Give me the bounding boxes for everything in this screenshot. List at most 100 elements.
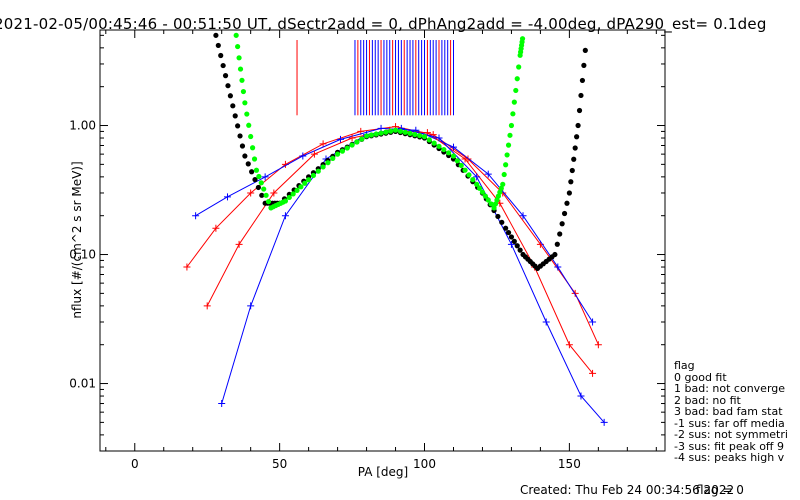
fit-curve-green-dot: [462, 167, 468, 173]
fit-curve-black-dot: [568, 179, 574, 185]
fit-curve-green-dot: [240, 88, 247, 95]
series-line-3: [206, 129, 593, 374]
fit-curve-green-dot: [402, 129, 408, 135]
fit-curve-green-dot: [242, 100, 248, 106]
fit-curve-green-dot: [282, 198, 289, 204]
legend-item: -4 sus: peaks high v: [674, 451, 785, 464]
fit-curve-green-dot: [513, 87, 519, 94]
created-timestamp: Created: Thu Feb 24 00:34:56 2022: [520, 483, 735, 497]
fit-curve-black-dot: [495, 213, 501, 220]
fit-curve-black-dot: [511, 238, 517, 244]
legend-item: -1 sus: far off media: [674, 416, 785, 430]
series-point-marker: [203, 302, 211, 310]
fit-curve-green-dot: [325, 160, 331, 166]
series-point-marker: [435, 134, 443, 142]
fit-curve-green-dot: [485, 197, 491, 203]
fit-curve-green-dot: [441, 146, 447, 153]
series-point-marker: [192, 212, 200, 220]
series-point-marker: [600, 418, 608, 426]
fit-curve-green-dot: [349, 142, 355, 148]
fit-curve-green-dot: [508, 122, 515, 129]
legend-item: 2 bad: no fit: [674, 393, 741, 407]
fit-curve-black-dot: [245, 161, 251, 167]
fit-curve-green-dot: [368, 132, 374, 138]
series-point-marker: [299, 152, 307, 160]
fit-curve-black-dot: [259, 192, 265, 198]
series-point-marker: [223, 193, 231, 201]
fit-curve-black-dot: [576, 107, 583, 114]
fit-curve-green-dot: [310, 172, 317, 179]
series-point-marker: [261, 173, 269, 181]
y-axis-label: nflux [#/(cm^2 s sr MeV)]: [70, 161, 84, 318]
legend-item: -2 sus: not symmetri: [674, 428, 788, 441]
fit-curve-black-dot: [230, 103, 236, 109]
fit-curve-green-dot: [258, 180, 264, 186]
fit-curve-green-dot: [476, 185, 483, 191]
fit-curve-black-dot: [517, 247, 523, 253]
series-point-marker: [589, 369, 597, 377]
fit-curve-black-dot: [582, 47, 588, 53]
fit-curve-black-dot: [227, 93, 233, 99]
fit-curve-black-dot: [569, 167, 575, 174]
series-point-marker: [473, 173, 481, 181]
fit-curve-black-dot: [220, 62, 226, 69]
fit-curve-black-dot: [566, 190, 572, 196]
series-point-marker: [183, 263, 191, 271]
series-point-marker: [519, 212, 527, 220]
legend-title: flag: [674, 359, 695, 372]
fit-curve-green-dot: [488, 201, 494, 207]
fit-curve-black-dot: [215, 42, 221, 49]
fit-curve-black-dot: [222, 73, 229, 79]
fit-curve-green-dot: [248, 133, 254, 140]
fit-curve-green-dot: [249, 145, 256, 151]
fit-curve-green-dot: [505, 142, 512, 148]
series-point-marker: [348, 134, 356, 142]
fit-curve-green-dot: [503, 162, 509, 168]
plot-frame: [99, 29, 666, 452]
fit-curve-green-dot: [261, 186, 267, 192]
fit-curve-green-dot: [388, 128, 394, 134]
fit-curve-green-dot: [519, 36, 526, 42]
legend-item: 3 bad: bad fam stat: [674, 405, 783, 418]
fit-curve-black-dot: [559, 221, 565, 227]
fit-curve-green-dot: [378, 130, 384, 136]
fit-curve-green-dot: [510, 111, 516, 117]
fit-curve-green-dot: [474, 181, 480, 187]
x-tick-label: 50: [272, 457, 287, 471]
fit-curve-green-dot: [373, 131, 379, 137]
series-point-marker: [589, 318, 597, 326]
fit-curve-black-dot: [232, 113, 238, 119]
fit-curve-black-dot: [499, 219, 505, 225]
fit-curve-black-dot: [218, 52, 224, 59]
fit-curve-green-dot: [265, 198, 272, 205]
fit-curve-green-dot: [454, 158, 460, 164]
series-point-marker: [270, 189, 278, 197]
fit-curve-green-dot: [482, 193, 488, 199]
fit-curve-green-dot: [233, 32, 239, 38]
fit-curve-green-dot: [263, 192, 269, 198]
fit-curve-green-dot: [244, 111, 250, 117]
series-point-marker: [310, 150, 318, 158]
fit-curve-green-dot: [246, 122, 252, 128]
fit-curve-green-dot: [498, 185, 504, 191]
series-point-marker: [484, 170, 492, 178]
fit-curve-black-dot: [579, 77, 586, 84]
fit-curve-green-dot: [320, 164, 326, 170]
flag-status: flag = 0: [696, 483, 744, 497]
series-point-marker: [542, 318, 550, 326]
legend-item: -3 sus: fit peak off 9: [674, 439, 784, 453]
fit-curve-green-dot: [383, 129, 389, 135]
series-point-marker: [565, 341, 573, 349]
ticks-layer: 0 50 100 150 0.01 0.10 1.00: [69, 30, 665, 471]
fit-curve-green-dot: [251, 156, 258, 162]
fit-curve-black-dot: [514, 243, 520, 249]
x-axis-label: PA [deg]: [358, 465, 408, 479]
series-point-marker: [594, 341, 602, 349]
fit-curve-green-dot: [511, 99, 517, 105]
fit-curve-black-dot: [225, 83, 231, 89]
fit-curve-green-dot: [235, 43, 241, 50]
fit-curve-green-dot: [407, 130, 413, 137]
data-layer: [183, 32, 608, 426]
series-point-marker: [212, 224, 220, 232]
fit-curve-black-dot: [554, 241, 560, 247]
